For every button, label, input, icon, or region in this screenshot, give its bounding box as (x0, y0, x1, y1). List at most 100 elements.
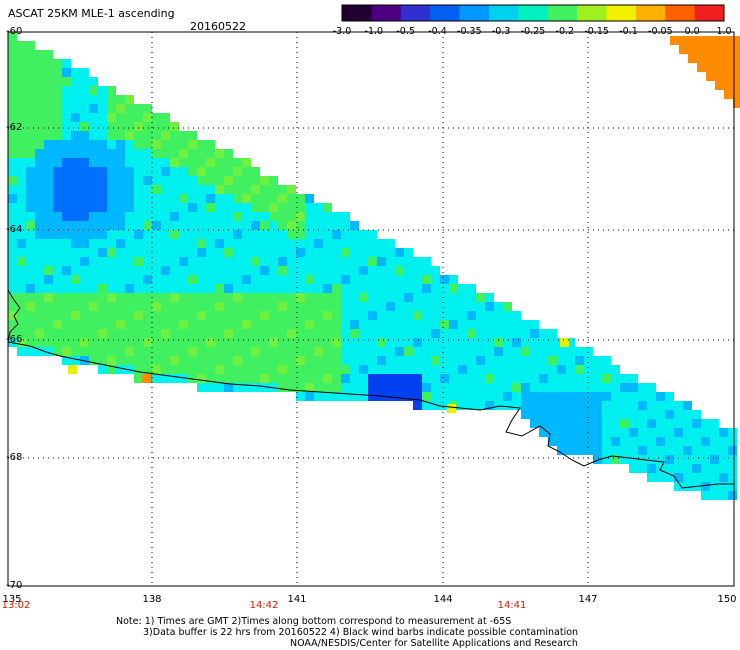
swath-cell (71, 149, 80, 158)
swath-cell (377, 374, 386, 383)
swath-cell (125, 293, 134, 302)
swath-cell (620, 428, 629, 437)
swath-cell (161, 149, 170, 158)
swath-cell (62, 239, 71, 248)
swath-cell (521, 383, 530, 392)
swath-cell (314, 302, 323, 311)
swath-cell (242, 383, 251, 392)
swath-cell (26, 176, 35, 185)
swath-cell (629, 437, 638, 446)
swath-cell (197, 275, 206, 284)
swath-cell (152, 284, 161, 293)
swath-cell (557, 392, 566, 401)
swath-cell (332, 248, 341, 257)
swath-cell (269, 302, 278, 311)
swath-cell (440, 338, 449, 347)
swath-cell (314, 221, 323, 230)
swath-cell (548, 338, 557, 347)
corner-cell (697, 45, 706, 54)
swath-cell (575, 419, 584, 428)
swath-cell (224, 185, 233, 194)
swath-cell (98, 275, 107, 284)
swath-cell (386, 365, 395, 374)
swath-cell (80, 131, 89, 140)
swath-cell (404, 293, 413, 302)
swath-cell (404, 329, 413, 338)
swath-cell (26, 257, 35, 266)
swath-cell (332, 293, 341, 302)
swath-cell (593, 446, 602, 455)
swath-cell (224, 167, 233, 176)
swath-cell (323, 203, 332, 212)
swath-cell (305, 383, 314, 392)
swath-cell (629, 419, 638, 428)
swath-cell (170, 356, 179, 365)
swath-cell (584, 419, 593, 428)
swath-cell (485, 356, 494, 365)
swath-cell (215, 311, 224, 320)
swath-cell (476, 374, 485, 383)
swath-cell (224, 266, 233, 275)
swath-cell (161, 131, 170, 140)
swath-cell (80, 185, 89, 194)
swath-cell (125, 248, 134, 257)
swath-cell (656, 410, 665, 419)
swath-cell (485, 338, 494, 347)
swath-cell (179, 221, 188, 230)
swath-cell (701, 473, 710, 482)
swath-cell (647, 446, 656, 455)
swath-cell (638, 401, 647, 410)
swath-cell (566, 446, 575, 455)
swath-cell (26, 158, 35, 167)
swath-cell (413, 302, 422, 311)
swath-cell (242, 176, 251, 185)
corner-swath (670, 36, 740, 108)
swath-cell (62, 302, 71, 311)
swath-cell (458, 401, 467, 410)
swath-cell (539, 383, 548, 392)
swath-cell (602, 446, 611, 455)
swath-cell (224, 302, 233, 311)
swath-cell (449, 329, 458, 338)
swath-cell (665, 473, 674, 482)
swath-cell (467, 293, 476, 302)
swath-cell (530, 419, 539, 428)
swath-cell (296, 383, 305, 392)
swath-cell (170, 248, 179, 257)
swath-cell (89, 203, 98, 212)
swath-cell (323, 212, 332, 221)
swath-cell (494, 329, 503, 338)
swath-cell (278, 356, 287, 365)
swath-cell (179, 176, 188, 185)
swath-cell (35, 266, 44, 275)
swath-cell (224, 284, 233, 293)
colorbar-tick-label: -0.25 (520, 26, 546, 37)
swath-cell (152, 311, 161, 320)
swath-cell (539, 392, 548, 401)
swath-cell (377, 293, 386, 302)
swath-cell (566, 392, 575, 401)
swath-cell (611, 419, 620, 428)
swath-cell (89, 176, 98, 185)
swath-cell (215, 284, 224, 293)
swath-cell (44, 230, 53, 239)
swath-cell (350, 338, 359, 347)
swath-cell (116, 221, 125, 230)
swath-cell (638, 437, 647, 446)
swath-cell (611, 392, 620, 401)
swath-cell (107, 284, 116, 293)
swath-cell (377, 302, 386, 311)
swath-cell (179, 293, 188, 302)
swath-cell (35, 347, 44, 356)
swath-cell (80, 176, 89, 185)
swath-cell (170, 302, 179, 311)
swath-cell (323, 329, 332, 338)
swath-cell (125, 113, 134, 122)
swath-cell (143, 122, 152, 131)
swath-cell (440, 392, 449, 401)
swath-cell (458, 383, 467, 392)
swath-cell (62, 329, 71, 338)
swath-cell (53, 140, 62, 149)
swath-cell (80, 311, 89, 320)
swath-cell (197, 257, 206, 266)
